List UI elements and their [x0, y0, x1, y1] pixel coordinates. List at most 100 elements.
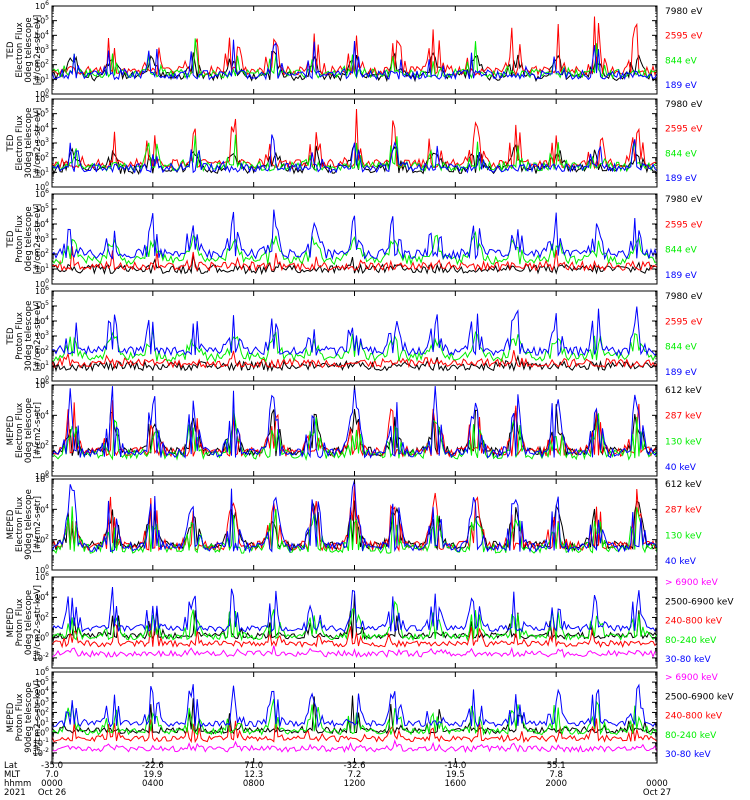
- y-axis-title-line: 0deg telescope: [24, 398, 34, 463]
- y-axis-2: 100 101 102 103 104 105 106: [35, 93, 657, 192]
- y-axis-title-line: Proton Flux: [15, 215, 25, 263]
- series-line-1-4: [51, 39, 658, 81]
- y-tick-label: 101: [35, 360, 49, 371]
- legend-entry: 130 keV: [665, 531, 702, 541]
- y-tick-label: 10-2: [33, 747, 49, 758]
- x-tick-label: 0800: [243, 779, 265, 789]
- legend-entry: 40 keV: [665, 557, 697, 567]
- legend-entry: 612 keV: [665, 480, 702, 490]
- y-tick-label: 106: [35, 0, 49, 11]
- legend-4: 7980 eV 2595 eV 844 eV 189 eV: [665, 292, 703, 378]
- legend-entry: > 6900 keV: [665, 578, 719, 588]
- x-tick-label: 19.5: [446, 770, 465, 780]
- legend-entry: 2595 eV: [665, 32, 703, 42]
- y-tick-label: 103: [35, 330, 49, 341]
- legend-entry: 30-80 keV: [665, 750, 711, 760]
- series-line-2-3: [51, 134, 658, 173]
- legend-7: > 6900 keV 2500-6900 keV 240-800 keV 80-240…: [665, 578, 734, 665]
- series-line-1-3: [51, 38, 658, 80]
- y-tick-label: 106: [35, 571, 49, 582]
- y-axis-title-line: 30deg telescope: [24, 301, 34, 372]
- x-tick-label: Oct 27: [643, 788, 671, 798]
- legend-6: 612 keV 287 keV 130 keV 40 keV: [665, 480, 702, 567]
- y-tick-label: 104: [35, 591, 49, 602]
- x-tick-label: 7.0: [45, 770, 59, 780]
- legend-entry: 2500-6900 keV: [665, 597, 734, 607]
- y-axis-title-line: 90deg telescope: [24, 489, 34, 560]
- series-line-8-3: [51, 715, 658, 744]
- panel-1-traces: [51, 16, 658, 83]
- y-tick-label: 105: [35, 300, 49, 311]
- y-tick-label: 100: [35, 632, 49, 643]
- legend-entry: 844 eV: [665, 149, 698, 159]
- x-tick-label: Oct 26: [38, 788, 66, 798]
- y-tick-label: 104: [35, 315, 49, 326]
- series-line-6-2: [51, 483, 658, 553]
- y-axis-title-line: Electron Flux: [15, 497, 25, 552]
- y-tick-label: 106: [35, 93, 49, 104]
- legend-entry: 80-240 keV: [665, 636, 717, 646]
- y-axis-title-line: Proton Flux: [15, 312, 25, 360]
- y-tick-label: 100: [35, 727, 49, 738]
- panel-frame: [51, 384, 658, 477]
- series-line-2-2: [51, 108, 658, 170]
- panel-7: 10-2 100 102 104 106 MEPED Proton Flux 0deg tel…: [6, 571, 734, 669]
- y-tick-label: 100: [35, 278, 49, 289]
- series-line-4-2: [51, 350, 658, 370]
- series-line-3-4: [51, 209, 658, 261]
- series-line-8-4: [51, 698, 658, 736]
- legend-3: 7980 eV 2595 eV 844 eV 189 eV: [665, 195, 703, 281]
- panel-6-traces: [51, 480, 658, 554]
- y-tick-label: 105: [35, 676, 49, 687]
- y-axis-title-line: [#/cm2-s-str]: [33, 402, 43, 459]
- y-tick-label: 105: [35, 203, 49, 214]
- legend-5: 612 keV 287 keV 130 keV 40 keV: [665, 386, 702, 473]
- y-tick-label: 106: [35, 285, 49, 296]
- y-axis-title-2: TED Electron Flux 30deg telescope [#/cm2-s-…: [6, 108, 43, 179]
- x-tick-label: 0400: [142, 779, 164, 789]
- series-line-8-5: [51, 683, 658, 729]
- y-axis-title-line: 90deg telescope: [24, 682, 34, 753]
- y-tick-label: 104: [35, 122, 49, 133]
- legend-entry: 287 keV: [665, 412, 702, 422]
- y-axis-title-line: 0deg telescope: [24, 590, 34, 655]
- series-line-5-3: [51, 409, 658, 462]
- y-axis-title-line: MEPED: [6, 607, 16, 637]
- y-tick-label: 102: [35, 706, 49, 717]
- y-tick-label: 102: [35, 534, 49, 545]
- y-axis-title-line: MEPED: [6, 702, 16, 732]
- legend-entry: 2595 eV: [665, 220, 703, 230]
- x-tick-label: 2000: [545, 779, 567, 789]
- y-tick-label: 100: [35, 88, 49, 99]
- legend-entry: 189 eV: [665, 368, 698, 378]
- panel-frame: [51, 671, 658, 764]
- legend-8: > 6900 keV 2500-6900 keV 240-800 keV 80-240…: [665, 673, 734, 760]
- y-axis-title-line: Proton Flux: [15, 694, 25, 742]
- y-axis-title-line: Electron Flux: [15, 403, 25, 458]
- legend-entry: 189 eV: [665, 81, 698, 91]
- panel-2: 100 101 102 103 104 105 106 TED Electron Flux 30d…: [6, 93, 703, 192]
- series-line-8-1: [51, 739, 658, 754]
- y-tick-label: 103: [35, 233, 49, 244]
- x-row-label: hhmm: [4, 779, 31, 789]
- series-line-7-1: [51, 645, 658, 659]
- y-tick-label: 104: [35, 29, 49, 40]
- x-tick-label: -14.0: [444, 761, 466, 771]
- y-axis-1: 100 101 102 103 104 105 106: [35, 0, 657, 99]
- y-tick-label: 101: [35, 166, 49, 177]
- y-axis-title-4: TED Proton Flux 30deg telescope [#/cm2-s-st…: [6, 301, 43, 372]
- y-tick-label: 106: [35, 188, 49, 199]
- legend-entry: 844 eV: [665, 246, 698, 256]
- legend-entry: > 6900 keV: [665, 673, 719, 683]
- x-tick-label: 1200: [344, 779, 366, 789]
- y-tick-label: 103: [35, 696, 49, 707]
- y-tick-label: 104: [35, 686, 49, 697]
- x-tick-label: -22.6: [142, 761, 164, 771]
- panel-4: 100 101 102 103 104 105 106 TED Proton Flux 30deg…: [6, 285, 703, 386]
- legend-entry: 240-800 keV: [665, 712, 723, 722]
- y-tick-label: 106: [35, 666, 49, 677]
- y-axis-7: 10-2 100 102 104 106: [33, 571, 657, 666]
- y-axis-6: 100 102 104 106: [35, 473, 657, 575]
- legend-entry: 612 keV: [665, 386, 702, 396]
